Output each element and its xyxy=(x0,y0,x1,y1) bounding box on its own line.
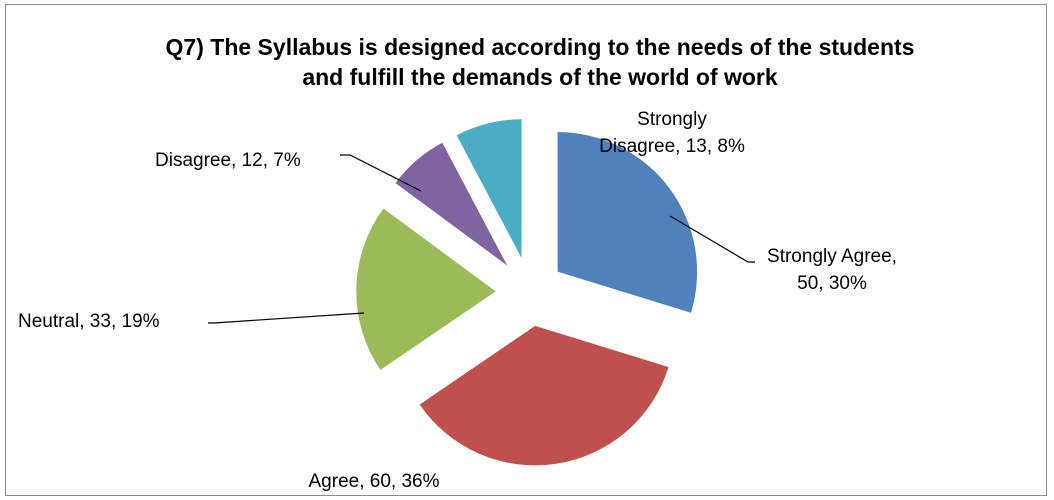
leader-lines xyxy=(208,154,755,324)
data-label-strongly-disagree: Disagree, 13, 8% xyxy=(599,136,745,157)
data-label-agree: Agree, 60, 36% xyxy=(309,471,440,492)
pie-slice-strongly-disagree xyxy=(456,118,523,260)
data-label-disagree: Disagree, 12, 7% xyxy=(155,150,301,171)
pie-slice-strongly-agree xyxy=(557,131,698,314)
pie-slice-disagree xyxy=(394,142,509,267)
pie-slice-agree xyxy=(419,325,670,466)
data-labels: Strongly Agree, 50, 30% Agree, 60, 36% Neut… xyxy=(18,109,897,492)
leader-line-disagree xyxy=(340,154,422,192)
leader-line-neutral xyxy=(208,312,365,324)
data-label-strongly-disagree: Strongly xyxy=(637,109,707,130)
leader-line-strongly-agree xyxy=(669,215,755,263)
data-label-strongly-agree: Strongly Agree, xyxy=(767,246,897,267)
slices-layer xyxy=(355,118,698,466)
data-label-strongly-agree: 50, 30% xyxy=(797,273,867,294)
pie-slice-neutral xyxy=(355,207,497,371)
chart-title-line-2: and fulfill the demands of the world of … xyxy=(302,64,778,90)
chart-title-line-1: Q7) The Syllabus is designed according t… xyxy=(166,34,915,60)
data-label-neutral: Neutral, 33, 19% xyxy=(18,311,160,332)
